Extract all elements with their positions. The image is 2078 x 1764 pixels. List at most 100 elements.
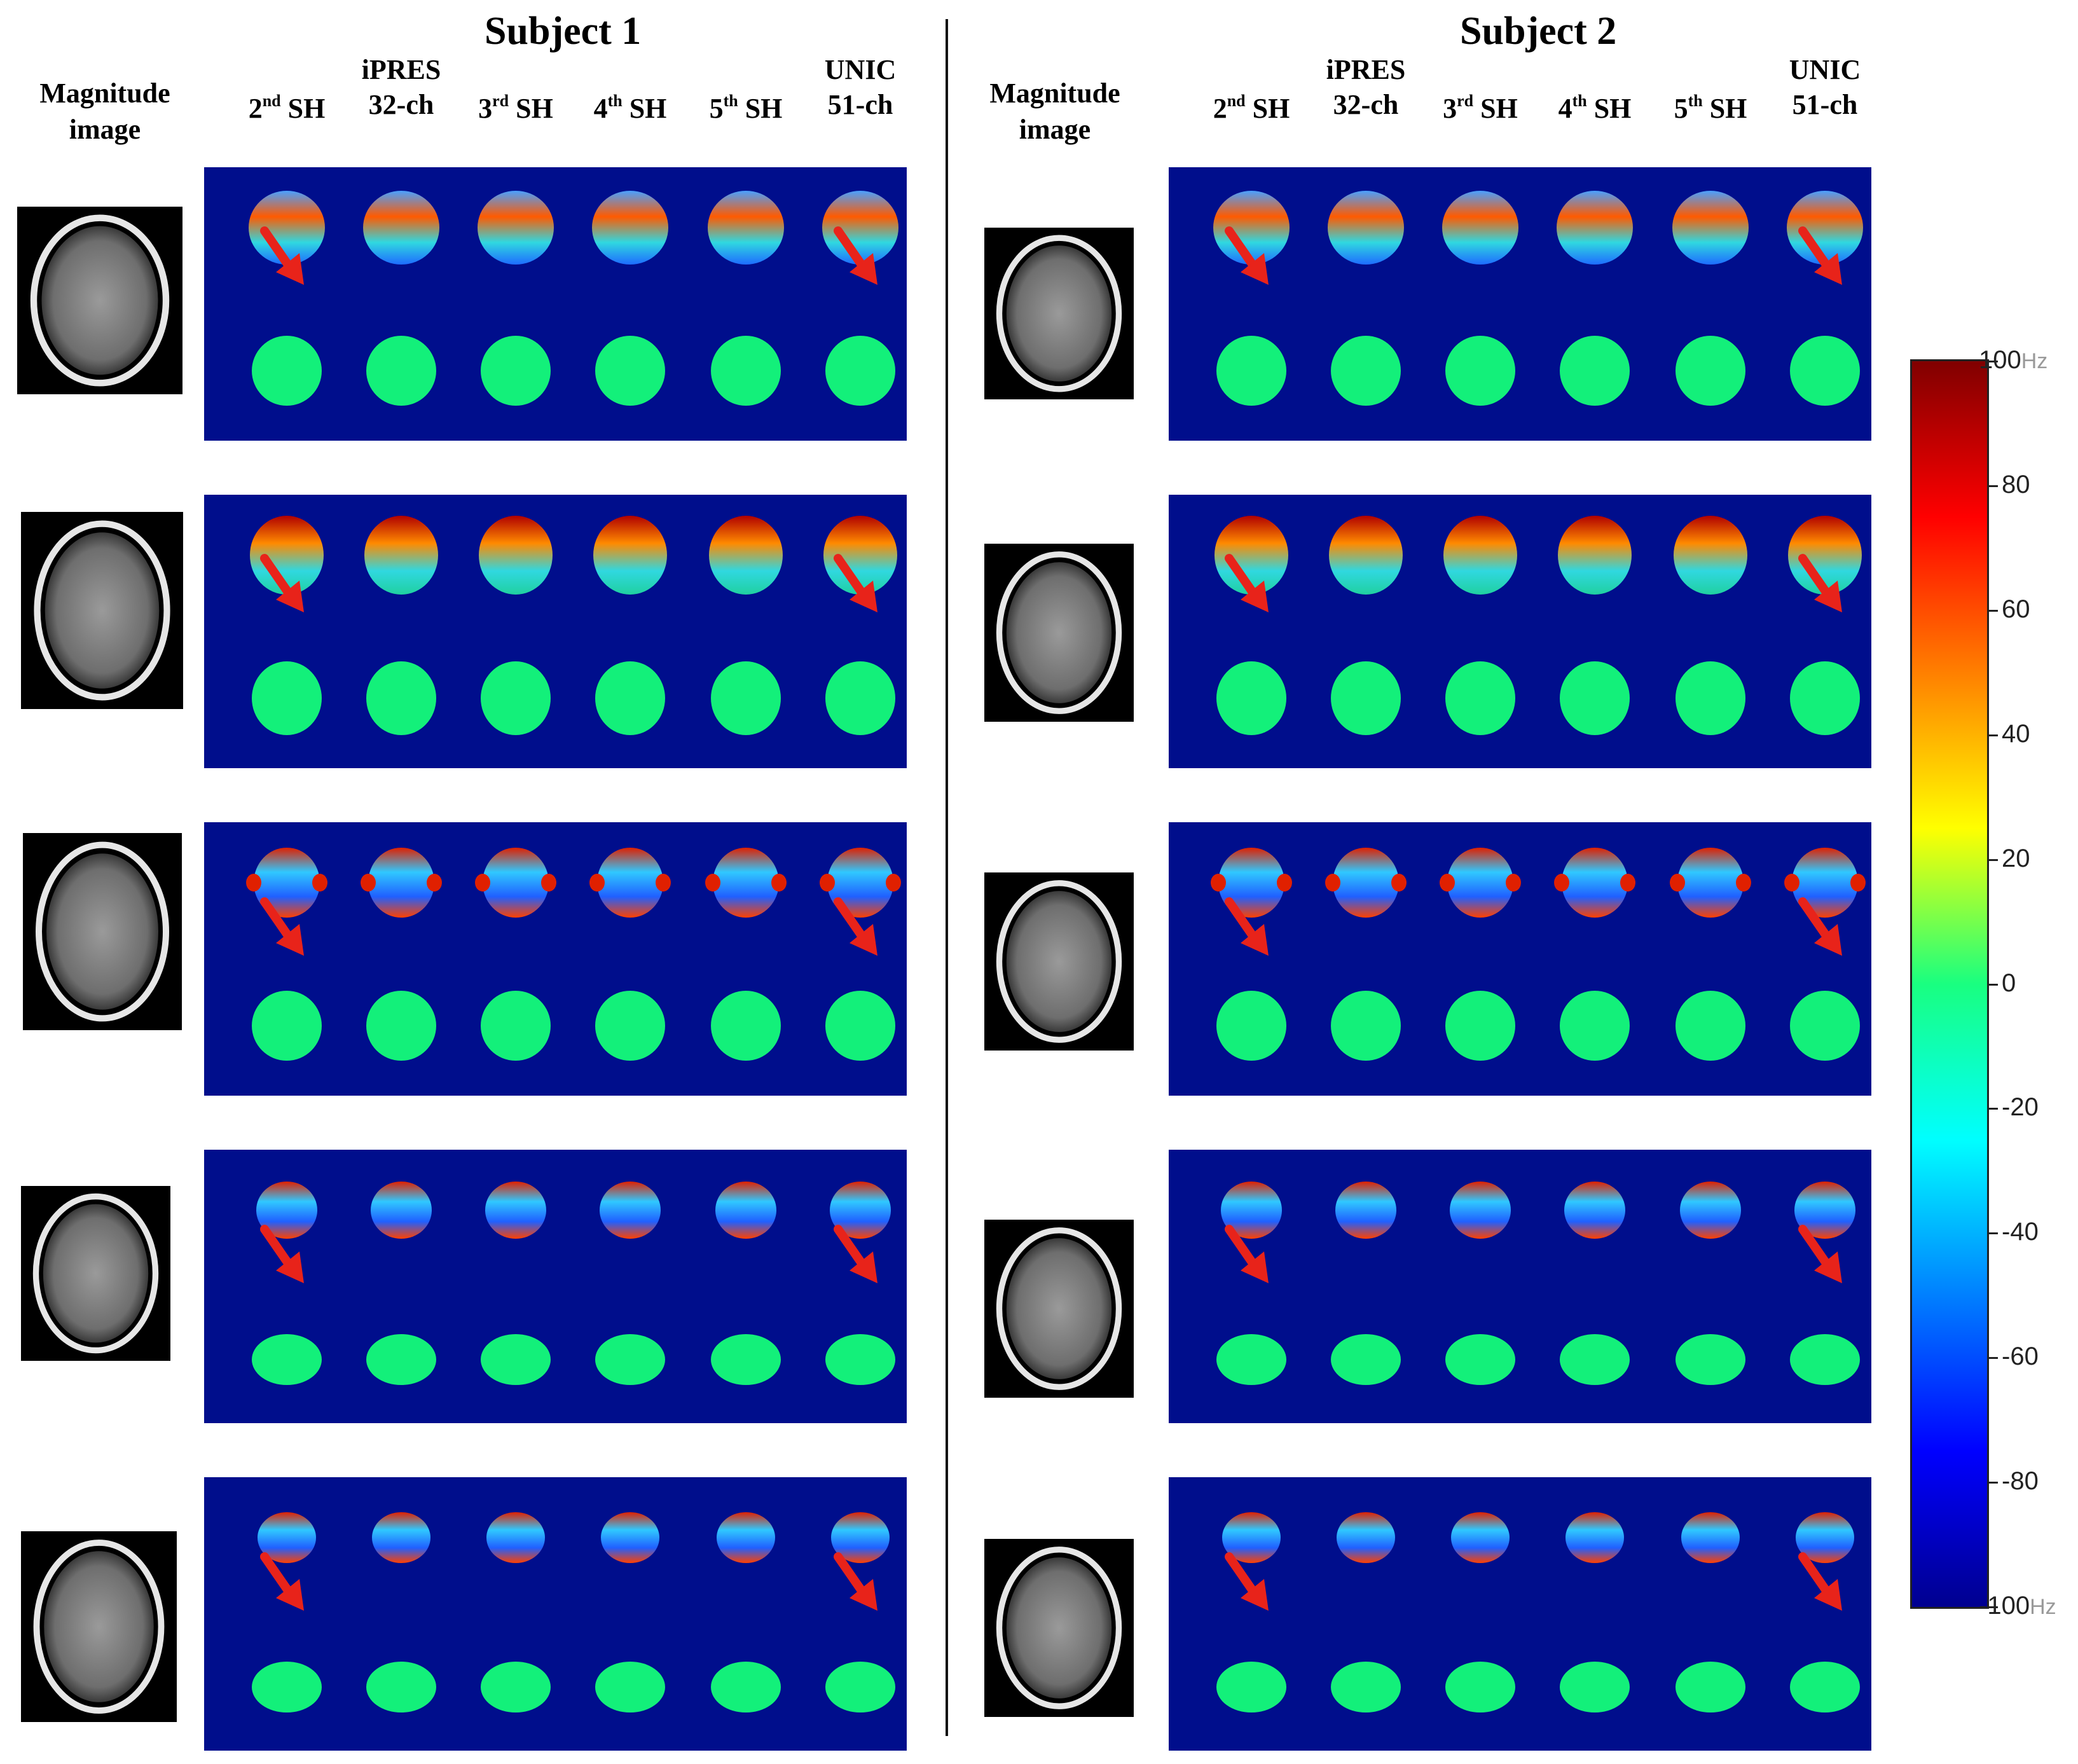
- fieldmap-drawing: [1214, 516, 1862, 735]
- shimmed-map-c6: [1790, 991, 1860, 1061]
- subject-divider: [946, 19, 948, 1736]
- column-label-line1: UNIC: [1789, 54, 1861, 85]
- unshimmed-map-c2: [1333, 848, 1399, 918]
- brain-tissue: [1006, 1557, 1112, 1699]
- column-label-line1: iPRES: [1326, 54, 1406, 85]
- column-label-line2: 4th SH: [593, 92, 667, 125]
- unshimmed-map-c3: [483, 848, 549, 918]
- shimmed-map-c5: [1675, 1334, 1745, 1385]
- brain-tissue: [46, 853, 158, 1010]
- unshimmed-map-c3: [1443, 516, 1517, 595]
- unshimmed-map-c6: [1792, 848, 1858, 918]
- skull-ring: [996, 880, 1122, 1043]
- column-label-line2: 3rd SH: [1443, 92, 1518, 125]
- shimmed-map-c6: [825, 1334, 895, 1385]
- column-label-s2-3: 3rd SH: [1417, 91, 1544, 126]
- shimmed-map-c2: [366, 336, 436, 406]
- shimmed-map-c2: [1331, 661, 1401, 735]
- fieldmap-panel-s2-r5: [1169, 1477, 1871, 1751]
- unshimmed-map-c3: [478, 191, 554, 265]
- magnitude-image-drawing: [996, 551, 1122, 714]
- magnitude-image-s2-r2: [984, 544, 1134, 722]
- unshimmed-map-c2: [1328, 191, 1404, 265]
- colorbar-tick-mark: [1989, 983, 1998, 986]
- unshimmed-map-c2: [372, 1512, 430, 1563]
- shimmed-map-c4: [1560, 1662, 1630, 1712]
- fieldmap-drawing: [1216, 1512, 1860, 1712]
- eye-hotspot-right: [656, 874, 671, 892]
- fieldmap-panel-s2-r2: [1169, 495, 1871, 768]
- shimmed-map-c3: [481, 336, 551, 406]
- colorbar-tick-mark: [1989, 609, 1998, 612]
- colorbar-tick-label: -20: [2002, 1093, 2039, 1122]
- unshimmed-map-c2: [371, 1182, 432, 1239]
- brain-tissue: [44, 1551, 154, 1702]
- unshimmed-map-c6: [1794, 1182, 1855, 1239]
- skull-ring: [996, 551, 1122, 714]
- magnitude-image-s2-r1: [984, 228, 1134, 399]
- unshimmed-map-c3: [486, 1512, 545, 1563]
- eye-hotspot-right: [771, 874, 787, 892]
- column-label-s1-1: 2nd SH: [223, 91, 350, 126]
- shimmed-map-c5: [711, 1662, 781, 1712]
- colorbar-tick-label: 40: [2002, 719, 2030, 748]
- unshimmed-map-c4: [1558, 516, 1632, 595]
- column-label-line2: 32-ch: [1333, 89, 1399, 120]
- red-arrow-icon: [1798, 1552, 1842, 1611]
- shimmed-map-c5: [1675, 991, 1745, 1061]
- shimmed-map-c3: [1445, 1662, 1515, 1712]
- eye-hotspot-right: [1277, 874, 1292, 892]
- brain-tissue: [45, 532, 160, 689]
- shimmed-map-c3: [1445, 661, 1515, 735]
- unshimmed-map-c1: [250, 516, 324, 595]
- shimmed-map-c6: [1790, 1662, 1860, 1712]
- eye-hotspot-right: [1620, 874, 1635, 892]
- magnitude-image-drawing: [32, 1193, 159, 1354]
- fieldmap-drawing: [249, 191, 898, 406]
- shimmed-map-c1: [252, 1662, 322, 1712]
- shimmed-map-c2: [1331, 336, 1401, 406]
- shimmed-map-c4: [1560, 991, 1630, 1061]
- magnitude-image-s1-r2: [21, 512, 183, 709]
- shimmed-map-c2: [366, 991, 436, 1061]
- unshimmed-map-c4: [1562, 848, 1628, 918]
- magnitude-image-drawing: [996, 1227, 1122, 1390]
- column-label-line2: 5th SH: [1674, 92, 1747, 125]
- shimmed-map-c3: [481, 991, 551, 1061]
- brain-tissue: [1006, 1238, 1112, 1379]
- unshimmed-map-c6: [827, 848, 893, 918]
- shimmed-map-c1: [1216, 1662, 1286, 1712]
- colorbar-tick-mark: [1989, 734, 1998, 736]
- red-arrow-icon: [1798, 554, 1842, 612]
- magnitude-image-s1-r5: [21, 1531, 177, 1722]
- shimmed-map-c3: [481, 1662, 551, 1712]
- magnitude-image-drawing: [996, 1547, 1122, 1709]
- unshimmed-map-c5: [1677, 848, 1744, 918]
- column-label-s1-5: 5th SH: [682, 91, 809, 126]
- shimmed-map-c1: [1216, 336, 1286, 406]
- unshimmed-map-c4: [597, 848, 663, 918]
- shimmed-map-c4: [595, 1662, 665, 1712]
- column-label-line2: 51-ch: [827, 89, 893, 120]
- column-label-s2-1: 2nd SH: [1188, 91, 1315, 126]
- red-arrow-icon: [1225, 226, 1269, 285]
- skull-ring: [32, 1193, 159, 1354]
- fieldmap-panel-s2-r3: [1169, 822, 1871, 1096]
- red-arrow-icon: [1798, 1225, 1842, 1283]
- eye-hotspot-left: [1211, 874, 1226, 892]
- unshimmed-map-c3: [485, 1182, 546, 1239]
- colorbar: [1910, 359, 1989, 1609]
- column-label-sup: nd: [1227, 92, 1246, 110]
- column-label-line2: 4th SH: [1558, 92, 1632, 125]
- shimmed-map-c6: [825, 661, 895, 735]
- column-label-sup: th: [607, 92, 623, 110]
- unshimmed-map-c4: [592, 191, 668, 265]
- column-label-line2: 5th SH: [709, 92, 783, 125]
- brain-tissue: [41, 226, 158, 375]
- shimmed-map-c4: [595, 336, 665, 406]
- shimmed-map-c6: [1790, 1334, 1860, 1385]
- magnitude-image-drawing: [36, 841, 169, 1022]
- fieldmap-panel-s1-r4: [204, 1150, 907, 1423]
- unshimmed-map-c6: [1796, 1512, 1854, 1563]
- unshimmed-map-c2: [364, 516, 438, 595]
